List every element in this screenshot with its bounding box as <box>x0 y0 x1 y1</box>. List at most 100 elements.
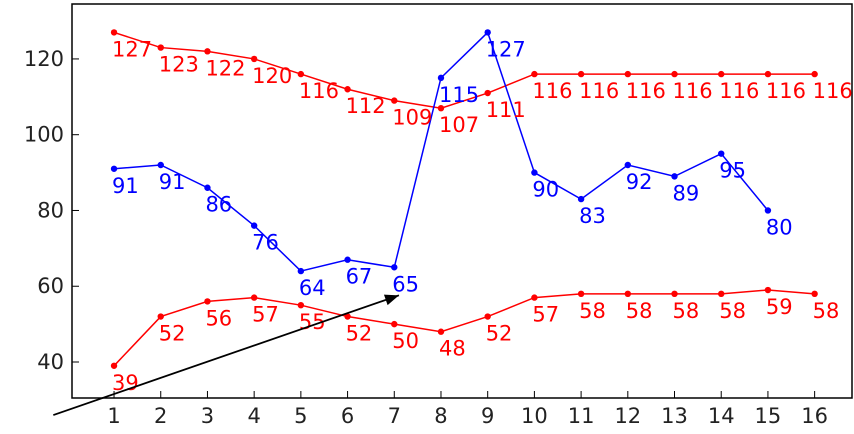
data-point <box>344 313 351 320</box>
data-label: 64 <box>299 276 326 300</box>
annotation-arrowhead <box>383 294 399 306</box>
x-tick-label: 10 <box>521 404 548 428</box>
x-tick-label: 2 <box>154 404 167 428</box>
data-point <box>110 362 118 369</box>
data-point <box>204 298 211 305</box>
data-label: 57 <box>532 303 559 327</box>
plot-area <box>71 3 853 399</box>
data-label: 107 <box>439 113 479 137</box>
data-label: 80 <box>766 215 793 239</box>
data-point <box>531 294 538 301</box>
data-point <box>484 313 491 320</box>
data-point <box>250 55 258 63</box>
data-point <box>297 70 305 78</box>
data-point <box>391 320 398 328</box>
data-label: 112 <box>346 94 386 118</box>
data-label: 116 <box>299 79 339 103</box>
data-point <box>391 264 398 271</box>
x-tick-label: 15 <box>755 404 782 428</box>
x-tick-label: 14 <box>708 404 735 428</box>
y-tick-label: 60 <box>37 274 64 298</box>
data-label: 56 <box>205 306 232 330</box>
data-point <box>250 294 258 301</box>
data-point <box>157 44 164 51</box>
data-label: 48 <box>439 337 466 361</box>
data-label: 90 <box>532 178 559 202</box>
annotation-layer <box>53 294 400 416</box>
data-label: 127 <box>112 37 152 61</box>
data-label: 59 <box>766 295 793 319</box>
data-point <box>624 290 632 298</box>
data-point <box>437 74 445 82</box>
data-label: 67 <box>346 265 373 289</box>
x-tick-label: 8 <box>434 404 447 428</box>
data-point <box>250 222 258 229</box>
data-label: 39 <box>112 371 139 395</box>
data-point <box>811 290 818 298</box>
data-label: 58 <box>626 299 653 323</box>
data-point <box>718 150 725 157</box>
data-point <box>811 70 818 78</box>
data-point <box>484 29 491 36</box>
data-point <box>157 313 164 320</box>
data-point <box>204 48 211 55</box>
data-point <box>764 70 772 78</box>
y-tick-label: 100 <box>24 123 64 147</box>
data-point <box>110 165 118 172</box>
data-label: 52 <box>159 322 186 346</box>
x-tick-label: 12 <box>614 404 641 428</box>
data-point <box>391 97 398 104</box>
x-tick-label: 5 <box>294 404 307 428</box>
data-label: 83 <box>579 204 606 228</box>
data-label: 58 <box>719 299 746 323</box>
series-line <box>113 289 815 367</box>
data-point <box>718 70 725 78</box>
data-label: 50 <box>392 329 419 353</box>
data-label: 91 <box>159 170 186 194</box>
x-tick-label: 4 <box>247 404 260 428</box>
data-label: 120 <box>252 64 292 88</box>
data-label: 115 <box>439 83 479 107</box>
data-label: 86 <box>205 193 232 217</box>
data-label: 116 <box>673 79 713 103</box>
data-point <box>671 290 678 298</box>
data-point <box>437 104 445 112</box>
x-tick-label: 11 <box>568 404 595 428</box>
data-point <box>531 169 538 176</box>
data-label: 52 <box>486 322 513 346</box>
data-label: 95 <box>719 159 746 183</box>
data-point <box>297 267 305 275</box>
y-tick-label: 120 <box>24 47 64 71</box>
data-point <box>577 195 585 203</box>
data-label: 122 <box>205 56 245 80</box>
data-label: 65 <box>392 272 419 296</box>
data-label: 123 <box>159 53 199 77</box>
data-label: 58 <box>673 299 700 323</box>
data-point <box>344 86 351 93</box>
data-label: 127 <box>486 37 526 61</box>
series-line <box>113 31 815 109</box>
data-label: 76 <box>252 231 279 255</box>
data-label: 116 <box>766 79 806 103</box>
data-point <box>671 173 678 180</box>
y-tick-label: 80 <box>37 198 64 222</box>
data-label: 116 <box>532 79 572 103</box>
data-point <box>157 161 164 169</box>
data-point <box>531 70 538 78</box>
data-label: 116 <box>719 79 759 103</box>
data-label: 111 <box>486 98 526 122</box>
x-tick-label: 7 <box>388 404 401 428</box>
data-label: 109 <box>392 106 432 130</box>
data-point <box>110 29 118 36</box>
x-tick-label: 1 <box>107 404 120 428</box>
data-point <box>764 207 772 214</box>
x-tick-label: 3 <box>201 404 214 428</box>
data-label: 89 <box>673 181 700 205</box>
data-label: 52 <box>346 322 373 346</box>
data-label: 116 <box>626 79 666 103</box>
x-tick-label: 16 <box>801 404 828 428</box>
x-tick-label: 13 <box>661 404 688 428</box>
data-label: 92 <box>626 170 653 194</box>
